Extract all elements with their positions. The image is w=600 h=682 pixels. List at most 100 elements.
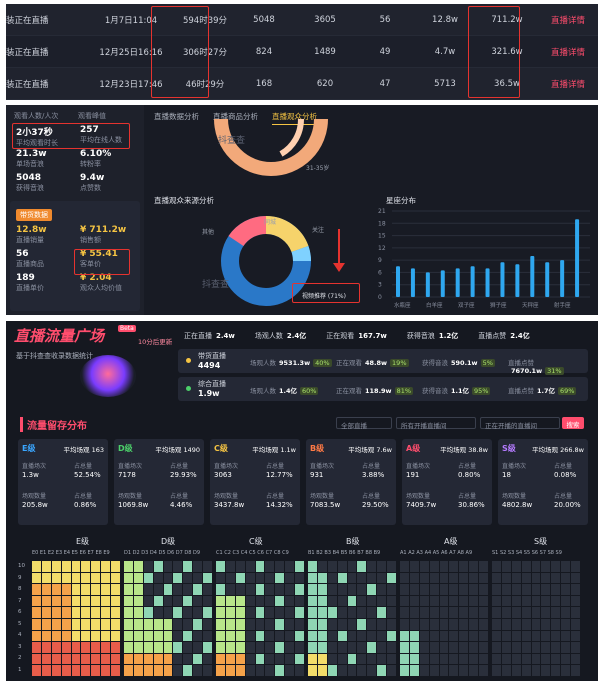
heat-cell [32, 561, 41, 572]
heat-cell [203, 630, 212, 642]
heat-cell [71, 642, 81, 653]
heat-cell [275, 630, 285, 642]
heat-cell [61, 572, 71, 584]
heat-cell [419, 584, 429, 595]
heat-cell [419, 665, 429, 676]
level-stat-label: 占总量 [458, 463, 477, 470]
heat-cell [377, 584, 387, 595]
heat-cell [521, 630, 531, 642]
age-donut [214, 119, 328, 176]
heat-cell [255, 619, 265, 630]
heat-cell [400, 607, 409, 618]
heat-cell [439, 584, 449, 595]
heat-cell [245, 607, 255, 618]
heat-cell [459, 630, 469, 642]
heat-cell [275, 665, 285, 676]
star-bar [545, 262, 550, 297]
filter-all[interactable]: 全部直播 [336, 417, 392, 430]
heat-cell [337, 642, 347, 653]
tab-data[interactable]: 直播数据分析 [154, 112, 199, 121]
heat-cell [101, 607, 111, 618]
heat-cell [81, 653, 91, 665]
heat-cell [377, 665, 387, 676]
level-stat-value: 12.77% [266, 471, 293, 479]
heat-cell [337, 619, 347, 630]
heatmap-grid [32, 561, 120, 676]
heat-cell [101, 619, 111, 630]
heat-cell [419, 607, 429, 618]
level-card: B级 平均场观 7.6w 直播场次 931 占总量 3.88% 场观数量 7083.5w 占总量… [306, 439, 396, 525]
filter-rooms[interactable]: 所有开播直播间 [396, 417, 476, 430]
page-title: 直播流量广场 [14, 327, 105, 345]
heat-cell [429, 607, 439, 618]
cell-link[interactable]: 直播详情 [550, 79, 585, 90]
heat-cell [71, 584, 81, 595]
cell-v3: 56 [379, 14, 391, 25]
heat-cell [235, 630, 245, 642]
tab-goods[interactable]: 直播商品分析 [213, 112, 258, 121]
table-row: 装正在直播 12月25日16:16 306时27分 824 1489 49 4.7w 321.… [6, 36, 598, 68]
heat-cell [173, 665, 183, 676]
stat-value: 56 [16, 249, 29, 259]
heat-cell [561, 584, 571, 595]
heat-cell [308, 642, 317, 653]
cell-duration: 46时29分 [185, 79, 225, 90]
live-stat-value: 118.9w [365, 387, 392, 395]
heat-cell [71, 619, 81, 630]
cell-link[interactable]: 直播详情 [550, 15, 585, 26]
heat-cell [32, 630, 41, 642]
heat-col-labels: C1 C2 C3 C4 C5 C6 C7 C8 C9 [216, 550, 289, 556]
live-stat-label: 场观人数 [250, 387, 276, 395]
level-avg: 平均场观 1490 [155, 446, 200, 454]
heat-cell [479, 630, 488, 642]
heat-cell [101, 595, 111, 607]
stat-label: 观看人数/人次 [14, 112, 59, 120]
heat-cell [492, 561, 501, 572]
live-stat-pct: 19% [390, 359, 409, 367]
stat-label: 直播商品 [16, 260, 44, 268]
heat-cell [347, 653, 357, 665]
heat-cell [439, 665, 449, 676]
heat-cell [265, 642, 275, 653]
live-stat-label: 直播点赞 [508, 387, 534, 395]
heat-cell [183, 561, 193, 572]
y-tick: 0 [378, 294, 382, 301]
heat-cell [32, 572, 41, 584]
header-stat: 正在观看 167.7w [326, 331, 387, 341]
heat-cell [295, 630, 304, 642]
live-session-table: 装正在直播 1月7日11:04 594时39分 5048 3605 56 12.8w 711.… [6, 4, 598, 100]
heat-cell [571, 561, 580, 572]
heat-cell [469, 630, 479, 642]
filter-live[interactable]: 正在开播的直播间 [480, 417, 560, 430]
heat-cell [225, 619, 235, 630]
stat-value: 257 [80, 125, 99, 135]
heat-cell [541, 653, 551, 665]
heat-cell [511, 642, 521, 653]
tab-audience[interactable]: 直播观众分析 [272, 111, 317, 125]
heat-cell [143, 561, 153, 572]
heat-cell [225, 572, 235, 584]
heat-cell [173, 619, 183, 630]
heat-cell [124, 561, 133, 572]
heat-cell [308, 619, 317, 630]
heat-cell [449, 595, 459, 607]
heat-cell [419, 619, 429, 630]
heat-cell [521, 607, 531, 618]
heat-cell [469, 607, 479, 618]
live-stat-pct: 95% [472, 387, 491, 395]
star-bar [470, 266, 475, 297]
live-stat-pct: 31% [545, 367, 564, 375]
beta-badge: Beta [118, 325, 136, 332]
level-stat-label: 直播场次 [406, 463, 431, 470]
heat-cell [41, 561, 51, 572]
cell-link[interactable]: 直播详情 [550, 47, 585, 58]
heat-cell [101, 630, 111, 642]
heat-cell [275, 561, 285, 572]
heat-cell [531, 595, 541, 607]
heat-cell [387, 584, 396, 595]
search-button[interactable]: 搜索 [562, 417, 584, 429]
heat-cell [216, 561, 225, 572]
heat-cell [255, 561, 265, 572]
heat-cell [173, 642, 183, 653]
heat-cell [469, 642, 479, 653]
